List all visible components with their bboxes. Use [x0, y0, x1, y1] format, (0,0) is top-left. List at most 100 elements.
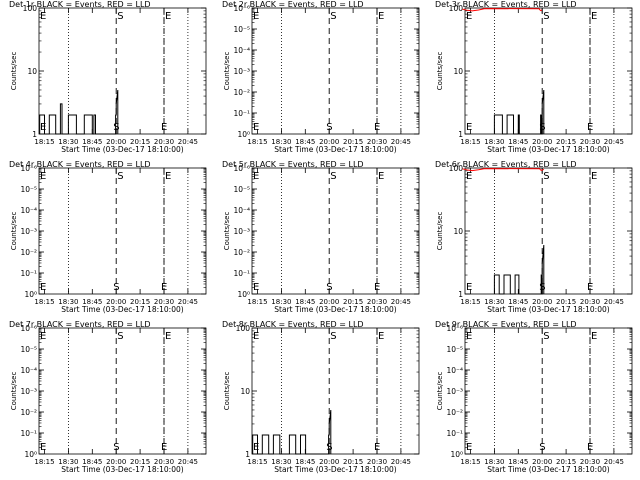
y-tick-label: 10⁰	[24, 290, 37, 299]
x-tick-label: 18:45	[508, 298, 528, 306]
events-series-line	[39, 89, 119, 135]
chart-panel: Det 9r BLACK = Events, RED = LLD Counts/s…	[435, 320, 633, 474]
edge-label: E	[466, 282, 472, 293]
chart-title: Det 5r BLACK = Events, RED = LLD	[222, 160, 364, 169]
edge-label: E	[40, 171, 46, 182]
x-tick-label: 18:30	[271, 458, 291, 466]
y-tick-label: 1	[458, 130, 463, 139]
y-axis-label: Counts/sec	[10, 52, 18, 91]
x-tick-label: 18:45	[508, 458, 528, 466]
events-series-line	[252, 409, 332, 455]
x-tick-label: 20:30	[154, 458, 174, 466]
x-tick-label: 18:30	[484, 458, 504, 466]
event-marker-label: E	[161, 122, 167, 133]
x-tick-label: 18:30	[58, 458, 78, 466]
event-marker-label: S	[113, 282, 119, 293]
x-tick-label: 20:00	[319, 458, 339, 466]
x-axis-label: Start Time (03-Dec-17 18:10:00)	[487, 465, 609, 474]
event-marker-label: S	[113, 122, 119, 133]
chart-panel: Det 4r BLACK = Events, RED = LLD Counts/s…	[9, 160, 207, 314]
y-tick-label: 10⁻⁴	[233, 46, 250, 55]
y-tick-label: 10⁻⁵	[233, 25, 250, 34]
y-tick-label: 100	[449, 164, 464, 173]
event-marker-label: E	[374, 122, 380, 133]
chart-title: Det 3r BLACK = Events, RED = LLD	[435, 0, 577, 9]
edge-label: E	[253, 442, 259, 453]
x-tick-label: 20:30	[580, 138, 600, 146]
plot-frame	[251, 7, 420, 135]
events-series-line	[493, 244, 545, 295]
y-tick-label: 10⁻¹	[233, 109, 250, 118]
y-axis-label: Counts/sec	[223, 212, 231, 251]
y-tick-label: 10⁻²	[20, 248, 37, 257]
edge-label: E	[40, 442, 46, 453]
x-axis-label: Start Time (03-Dec-17 18:10:00)	[487, 305, 609, 314]
y-tick-label: 100	[449, 4, 464, 13]
plot-frame	[251, 167, 420, 295]
y-tick-label: 10⁻⁵	[233, 185, 250, 194]
x-tick-label: 20:45	[391, 458, 411, 466]
y-tick-label: 10⁻¹	[20, 269, 37, 278]
event-marker-label: E	[161, 442, 167, 453]
plot-frame	[38, 167, 207, 295]
y-axis-label: Counts/sec	[436, 52, 444, 91]
plot-frame	[38, 7, 207, 135]
y-tick-label: 1	[32, 130, 37, 139]
x-axis-label: Start Time (03-Dec-17 18:10:00)	[61, 305, 183, 314]
x-axis-label: Start Time (03-Dec-17 18:10:00)	[274, 305, 396, 314]
chart-title: Det 2r BLACK = Events, RED = LLD	[222, 0, 364, 9]
y-tick-label: 10⁻⁶	[20, 324, 37, 333]
y-axis-label: Counts/sec	[436, 212, 444, 251]
edge-label: E	[40, 331, 46, 342]
y-tick-label: 10⁻⁵	[446, 345, 463, 354]
y-tick-label: 10⁻¹	[446, 429, 463, 438]
y-tick-label: 10⁻³	[446, 387, 463, 396]
x-tick-label: 18:15	[247, 458, 267, 466]
event-marker-label: S	[543, 331, 549, 342]
event-marker-label: E	[374, 282, 380, 293]
event-marker-label: S	[326, 282, 332, 293]
edge-label: E	[466, 11, 472, 22]
x-tick-label: 20:30	[580, 298, 600, 306]
x-tick-label: 20:45	[391, 138, 411, 146]
event-marker-label: S	[117, 171, 123, 182]
y-tick-label: 10⁻⁴	[233, 206, 250, 215]
x-tick-label: 18:45	[82, 298, 102, 306]
y-axis-label: Counts/sec	[436, 372, 444, 411]
event-marker-label: S	[330, 11, 336, 22]
y-tick-label: 10⁻²	[446, 408, 463, 417]
event-marker-label: E	[374, 442, 380, 453]
chart-title: Det 7r BLACK = Events, RED = LLD	[9, 320, 151, 329]
x-tick-label: 20:15	[556, 138, 576, 146]
y-axis-label: Counts/sec	[223, 52, 231, 91]
y-axis-label: Counts/sec	[10, 212, 18, 251]
x-tick-label: 18:15	[247, 138, 267, 146]
x-tick-label: 20:15	[556, 458, 576, 466]
x-tick-label: 20:45	[604, 298, 624, 306]
x-tick-label: 20:45	[178, 298, 198, 306]
event-marker-label: E	[165, 11, 171, 22]
edge-label: E	[466, 171, 472, 182]
x-tick-label: 20:30	[154, 298, 174, 306]
y-tick-label: 10⁰	[24, 450, 37, 459]
event-marker-label: E	[378, 171, 384, 182]
x-tick-label: 20:30	[367, 458, 387, 466]
x-tick-label: 18:30	[271, 138, 291, 146]
chart-panel: Det 2r BLACK = Events, RED = LLD Counts/s…	[222, 0, 420, 154]
event-marker-label: E	[587, 282, 593, 293]
x-tick-label: 18:45	[82, 458, 102, 466]
x-tick-label: 20:15	[343, 138, 363, 146]
y-tick-label: 1	[458, 290, 463, 299]
edge-label: E	[253, 171, 259, 182]
plot-frame	[464, 7, 633, 135]
x-axis-label: Start Time (03-Dec-17 18:10:00)	[274, 465, 396, 474]
event-marker-label: S	[117, 11, 123, 22]
y-tick-label: 10⁻⁶	[233, 4, 250, 13]
plot-frame	[38, 327, 207, 455]
chart-title: Det 1r BLACK = Events, RED = LLD	[9, 0, 151, 9]
x-tick-label: 18:30	[58, 138, 78, 146]
x-tick-label: 20:15	[343, 298, 363, 306]
event-marker-label: S	[117, 331, 123, 342]
y-tick-label: 10⁻²	[20, 408, 37, 417]
y-tick-label: 10⁻³	[233, 67, 250, 76]
